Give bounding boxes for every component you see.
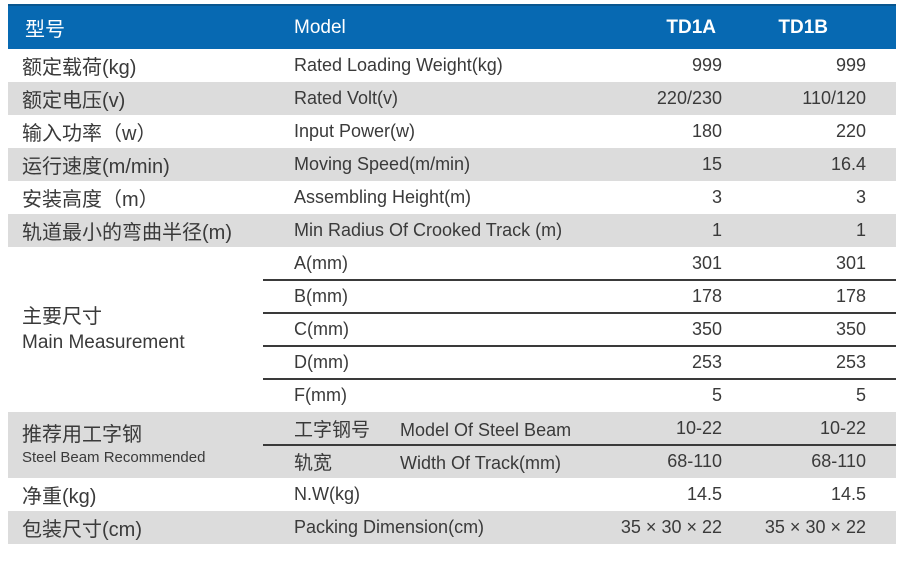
dim-label: A(mm) (294, 253, 348, 273)
value-td1b: 350 (835, 319, 866, 339)
value-td1b: 999 (835, 55, 866, 75)
spec-table: 型号 Model TD1A TD1B 额定载荷(kg) Rated Loadin… (8, 4, 896, 544)
row-label-cn: 输入功率（w） (22, 123, 157, 145)
row-label-en: Rated Volt(v) (294, 88, 399, 108)
value-td1a: 178 (691, 286, 722, 306)
dim-label: F(mm) (294, 385, 347, 405)
value-td1a: 1 (711, 220, 722, 240)
row-label-en: Min Radius Of Crooked Track (m) (294, 220, 563, 240)
dim-label: C(mm) (294, 319, 349, 339)
subrow-label: 轨宽 Width Of Track(mm) (288, 448, 578, 475)
table-row-moving-speed: 运行速度(m/min) Moving Speed(m/min) 15 16.4 (8, 148, 896, 181)
value-td1a: 253 (691, 352, 722, 372)
value-td1b: 68-110 (811, 451, 866, 471)
divider-line (263, 378, 896, 380)
row-label-cn: 轨道最小的弯曲半径(m) (22, 222, 232, 244)
table-row-assembling-height: 安装高度（m） Assembling Height(m) 3 3 (8, 181, 896, 214)
value-td1a: 301 (691, 253, 722, 273)
value-td1b: 110/120 (802, 88, 866, 108)
value-td1a: 3 (711, 187, 722, 207)
value-td1b: 16.4 (830, 154, 866, 174)
table-row-dim-c: C(mm) 350 350 (288, 313, 896, 346)
section-label-en: Main Measurement (22, 331, 185, 353)
value-td1a: 220/230 (656, 88, 722, 108)
table-row-packing-dimension: 包装尺寸(cm) Packing Dimension(cm) 35 × 30 ×… (8, 511, 896, 544)
dim-label: D(mm) (294, 352, 349, 372)
main-measurement-label: 主要尺寸 Main Measurement (8, 247, 288, 412)
subrow-label-cn: 工字钢号 (294, 420, 371, 441)
section-label-cn: 主要尺寸 (22, 305, 102, 328)
value-td1a: 15 (701, 154, 722, 174)
subrow-label-cn: 轨宽 (294, 453, 333, 474)
subrow-label-en: Width Of Track(mm) (400, 453, 561, 473)
header-model-cn: 型号 (25, 19, 65, 41)
header-model-en: Model (294, 16, 346, 38)
subrow-label: 工字钢号 Model Of Steel Beam (288, 415, 578, 442)
row-label-cn: 额定载荷(kg) (22, 57, 137, 79)
subrow-label-en: Model Of Steel Beam (400, 420, 572, 440)
row-label-en: Assembling Height(m) (294, 187, 472, 207)
row-label-en: Packing Dimension(cm) (294, 517, 485, 537)
value-td1b: 3 (855, 187, 866, 207)
value-td1b: 5 (855, 385, 866, 405)
table-row-track-width: 轨宽 Width Of Track(mm) 68-110 68-110 (288, 445, 896, 478)
value-td1b: 301 (835, 253, 866, 273)
value-td1a: 5 (711, 385, 722, 405)
section-label-cn: 推荐用工字钢 (22, 424, 142, 446)
table-row-net-weight: 净重(kg) N.W(kg) 14.5 14.5 (8, 478, 896, 511)
value-td1a: 35 × 30 × 22 (620, 517, 722, 537)
value-td1a: 180 (691, 121, 722, 141)
header-column-td1b: TD1B (778, 16, 828, 38)
row-label-cn: 包装尺寸(cm) (22, 519, 142, 541)
value-td1b: 14.5 (830, 484, 866, 504)
row-label-cn: 运行速度(m/min) (22, 156, 170, 178)
table-row-rated-loading-weight: 额定载荷(kg) Rated Loading Weight(kg) 999 99… (8, 49, 896, 82)
table-row-dim-b: B(mm) 178 178 (288, 280, 896, 313)
table-row-dim-d: D(mm) 253 253 (288, 346, 896, 379)
steel-beam-subrows: 工字钢号 Model Of Steel Beam 10-22 10-22 轨宽 Wi… (288, 412, 896, 478)
value-td1a: 350 (691, 319, 722, 339)
table-row-min-radius: 轨道最小的弯曲半径(m) Min Radius Of Crooked Track… (8, 214, 896, 247)
dim-label: B(mm) (294, 286, 348, 306)
steel-beam-label: 推荐用工字钢 Steel Beam Recommended (8, 412, 288, 478)
steel-beam-section: 推荐用工字钢 Steel Beam Recommended 工字钢号 Model … (8, 412, 896, 478)
table-row-input-power: 输入功率（w） Input Power(w) 180 220 (8, 115, 896, 148)
value-td1b: 1 (855, 220, 866, 240)
value-td1a: 999 (691, 55, 722, 75)
row-label-en: Moving Speed(m/min) (294, 154, 471, 174)
table-row-dim-f: F(mm) 5 5 (288, 379, 896, 412)
main-measurement-section: 主要尺寸 Main Measurement A(mm) 301 301 B(mm… (8, 247, 896, 412)
table-header-row: 型号 Model TD1A TD1B (8, 4, 896, 49)
header-column-td1a: TD1A (666, 16, 716, 38)
divider-line (263, 444, 896, 446)
main-measurement-subrows: A(mm) 301 301 B(mm) 178 178 C(mm) 350 35… (288, 247, 896, 412)
row-label-en: Input Power(w) (294, 121, 416, 141)
value-td1a: 10-22 (675, 418, 722, 438)
row-label-en: N.W(kg) (294, 484, 360, 504)
divider-line (263, 312, 896, 314)
row-label-cn: 额定电压(v) (22, 90, 126, 112)
divider-line (263, 279, 896, 281)
value-td1a: 68-110 (667, 451, 722, 471)
row-label-en: Rated Loading Weight(kg) (294, 55, 503, 75)
row-label-cn: 净重(kg) (22, 486, 97, 508)
table-row-steel-beam-model: 工字钢号 Model Of Steel Beam 10-22 10-22 (288, 412, 896, 445)
table-row-rated-volt: 额定电压(v) Rated Volt(v) 220/230 110/120 (8, 82, 896, 115)
value-td1b: 253 (835, 352, 866, 372)
value-td1a: 14.5 (686, 484, 722, 504)
value-td1b: 220 (835, 121, 866, 141)
value-td1b: 178 (835, 286, 866, 306)
table-row-dim-a: A(mm) 301 301 (288, 247, 896, 280)
value-td1b: 10-22 (819, 418, 866, 438)
value-td1b: 35 × 30 × 22 (764, 517, 866, 537)
divider-line (263, 345, 896, 347)
row-label-cn: 安装高度（m） (22, 189, 159, 211)
section-label-en: Steel Beam Recommended (22, 449, 206, 466)
